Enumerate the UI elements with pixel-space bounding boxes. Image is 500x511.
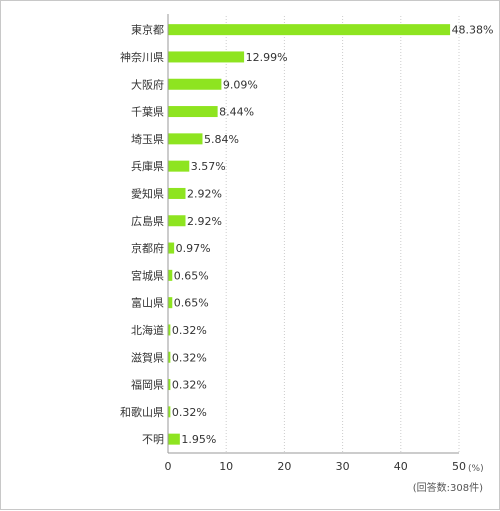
category-label: 北海道	[131, 323, 164, 337]
value-label: 12.99%	[246, 51, 288, 64]
category-labels: 東京都神奈川県大阪府千葉県埼玉県兵庫県愛知県広島県京都府宮城県富山県北海道滋賀県…	[120, 23, 164, 446]
category-label: 千葉県	[131, 105, 164, 119]
value-label: 0.32%	[172, 406, 207, 419]
value-label: 5.84%	[204, 133, 239, 146]
category-label: 不明	[142, 433, 164, 446]
value-label: 48.38%	[452, 24, 494, 37]
value-label: 0.32%	[172, 379, 207, 392]
category-label: 宮城県	[131, 268, 164, 282]
bar	[168, 324, 171, 336]
value-label: 2.92%	[187, 215, 222, 228]
category-label: 埼玉県	[131, 132, 164, 146]
category-label: 広島県	[131, 214, 164, 228]
value-label: 0.97%	[176, 242, 211, 255]
category-label: 兵庫県	[131, 159, 164, 173]
bar	[168, 433, 180, 445]
value-label: 0.65%	[174, 297, 209, 310]
bar	[168, 242, 175, 254]
bar	[168, 187, 186, 199]
bar	[168, 351, 171, 363]
bar	[168, 379, 171, 391]
value-label: 0.65%	[174, 269, 209, 282]
x-tick-label: 0	[165, 460, 172, 473]
category-label: 東京都	[131, 23, 164, 37]
bar	[168, 24, 451, 36]
bar	[168, 215, 186, 227]
x-tick-label: 50	[452, 460, 466, 473]
bar	[168, 160, 190, 172]
x-tick-label: 30	[336, 460, 350, 473]
category-label: 滋賀県	[131, 351, 164, 364]
response-count-note: (回答数:308件)	[413, 481, 483, 494]
bar	[168, 406, 171, 418]
value-label: 3.57%	[191, 160, 226, 173]
value-label: 8.44%	[219, 106, 254, 119]
bar	[168, 133, 203, 145]
value-labels: 48.38% 12.99% 9.09% 8.44% 5.84% 3.57% 2.92% 2.9…	[172, 24, 494, 446]
bar	[168, 51, 245, 63]
x-tick-label: 40	[394, 460, 408, 473]
value-label: 2.92%	[187, 187, 222, 200]
grid-lines	[225, 16, 460, 453]
value-label: 0.32%	[172, 324, 207, 337]
category-label: 大阪府	[131, 77, 164, 91]
value-label: 1.95%	[181, 433, 216, 446]
category-label: 福岡県	[131, 378, 164, 392]
x-axis: 0 10 20 30 40 50	[165, 14, 466, 473]
bar	[168, 78, 222, 90]
x-tick-label: 20	[277, 460, 291, 473]
value-label: 9.09%	[223, 78, 258, 91]
bar	[168, 269, 173, 281]
category-label: 富山県	[131, 296, 164, 310]
unit-label: (%)	[468, 464, 484, 474]
value-label: 0.32%	[172, 351, 207, 364]
category-label: 神奈川県	[120, 50, 164, 64]
category-label: 愛知県	[131, 186, 164, 200]
category-label: 和歌山県	[120, 405, 164, 419]
bar	[168, 106, 218, 118]
bar	[168, 297, 173, 309]
x-tick-label: 10	[219, 460, 233, 473]
category-label: 京都府	[131, 241, 164, 255]
bar-group	[168, 24, 451, 445]
